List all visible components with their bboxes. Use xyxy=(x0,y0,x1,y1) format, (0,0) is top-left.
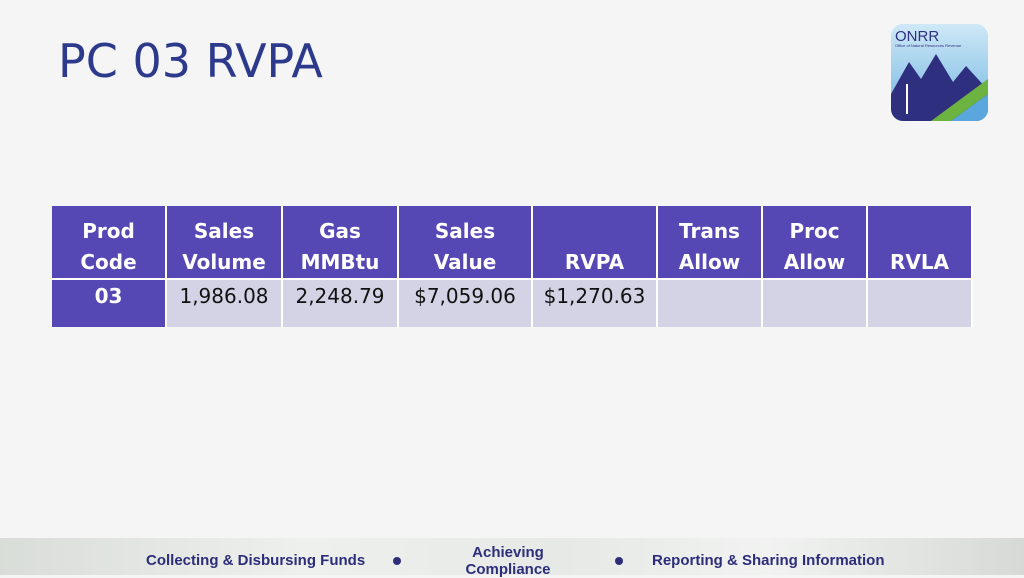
column-header: Trans Allow xyxy=(657,206,763,279)
footer: Collecting & Disbursing Funds Achieving … xyxy=(0,538,1024,578)
data-table: Prod Code Sales Volume Gas MMBtu Sales Valu… xyxy=(52,206,973,327)
table-cell xyxy=(867,278,973,327)
column-header: RVPA xyxy=(532,206,658,279)
column-header: Gas MMBtu xyxy=(282,206,399,279)
column-header: Sales Value xyxy=(398,206,533,279)
logo-name: ONRR xyxy=(895,28,939,45)
column-header: Prod Code xyxy=(52,206,167,279)
footer-item: Collecting & Disbursing Funds xyxy=(146,552,366,569)
table-cell: $1,270.63 xyxy=(532,278,658,327)
footer-item: Achieving Compliance xyxy=(465,544,551,578)
table-cell: 03 xyxy=(52,278,167,327)
column-header: RVLA xyxy=(867,206,973,279)
table-cell: 2,248.79 xyxy=(282,278,399,327)
separator xyxy=(615,557,623,565)
footer-item: Reporting & Sharing Information xyxy=(652,552,885,569)
table-cell xyxy=(762,278,868,327)
column-header: Sales Volume xyxy=(166,206,283,279)
slide-title: PC 03 RVPA xyxy=(58,34,323,88)
logo-subtitle: Office of Natural Resources Revenue xyxy=(895,43,962,48)
header-row: Prod Code Sales Volume Gas MMBtu Sales Valu… xyxy=(52,206,973,279)
table-row: 03 1,986.08 2,248.79 $7,059.06 $1,270.63 xyxy=(52,278,973,327)
table-cell: 1,986.08 xyxy=(166,278,283,327)
table-cell xyxy=(657,278,763,327)
separator xyxy=(393,557,401,565)
logo: ONRR Office of Natural Resources Revenue xyxy=(891,24,988,121)
column-header: Proc Allow xyxy=(762,206,868,279)
table-cell: $7,059.06 xyxy=(398,278,533,327)
